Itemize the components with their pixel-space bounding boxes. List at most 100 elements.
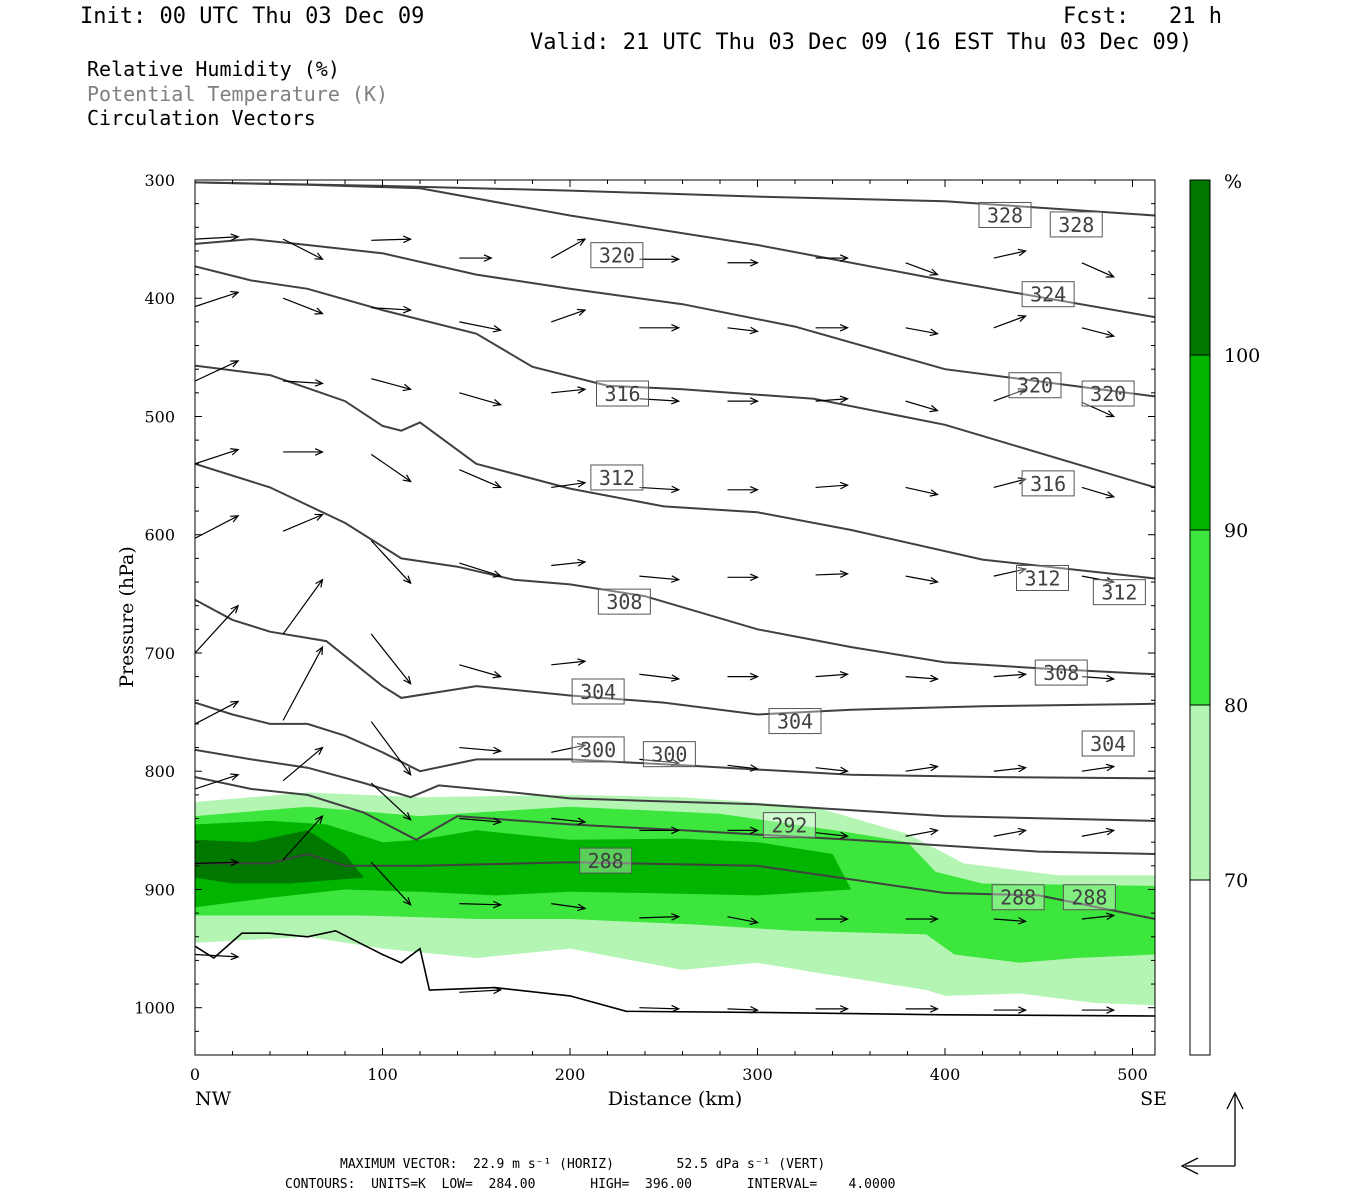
contour-label-box: [1049, 211, 1103, 238]
vector-head: [839, 395, 849, 404]
contour-label-text: 316: [604, 382, 640, 406]
vector-head: [492, 399, 503, 407]
vector-head: [671, 913, 681, 921]
wind-vector: [195, 700, 240, 725]
contour-label-box: [991, 884, 1045, 911]
rh-region: [195, 830, 364, 884]
vector-head: [839, 481, 849, 490]
vector-head: [230, 858, 240, 867]
vector-head: [314, 448, 324, 456]
contour-label-text: 288: [1071, 886, 1107, 910]
contour-label-box: [571, 678, 625, 705]
vector-shaft: [283, 380, 323, 384]
vector-head: [1017, 827, 1028, 836]
vector-shaft: [195, 953, 239, 958]
vector-head: [492, 481, 502, 489]
wind-vector: [815, 766, 849, 775]
vector-shaft: [459, 664, 501, 678]
vector-shaft: [727, 327, 758, 332]
vector-shaft: [459, 989, 501, 993]
vector-shaft: [815, 767, 848, 772]
contour-labels: 328 328 320 324 316 320 320 312 316 308 312 312 304 3…: [571, 201, 1146, 911]
wind-vector: [1081, 827, 1116, 837]
contour-label-text: 308: [1043, 661, 1079, 685]
vector-head: [492, 746, 503, 755]
contour-label-box: [1021, 470, 1075, 497]
wind-vector: [459, 746, 503, 755]
vector-head: [1105, 912, 1116, 921]
vector-shaft: [1081, 262, 1114, 278]
vector-head: [839, 766, 849, 775]
wind-vector: [282, 578, 324, 635]
wind-vector: [815, 323, 849, 332]
vector-head: [839, 831, 849, 840]
wind-vector: [639, 1004, 681, 1013]
contour-label-box: [1034, 659, 1088, 686]
wind-vector: [459, 562, 503, 578]
contour-label: 304: [768, 708, 822, 735]
contour-label: 320: [1008, 372, 1062, 399]
x-tick-label: 0: [190, 1065, 200, 1084]
vector-head: [1017, 248, 1028, 257]
vector-head: [929, 404, 939, 413]
theta-contour: [195, 238, 1155, 398]
vector-shaft: [282, 815, 323, 861]
vector-head: [1017, 388, 1028, 396]
theta-contour: [195, 462, 1155, 676]
y-tick-label: 900: [144, 880, 175, 899]
vector-head: [839, 254, 849, 262]
wind-vector: [370, 633, 412, 685]
contour-label-box: [579, 847, 633, 874]
vector-shaft: [1081, 575, 1114, 583]
x-tick-label: 500: [1117, 1065, 1148, 1084]
vector-shaft: [370, 540, 412, 584]
vector-shaft: [993, 388, 1026, 402]
wind-vector: [371, 235, 413, 244]
vector-shaft: [905, 327, 938, 335]
contour-label-text: 304: [1090, 732, 1126, 756]
vector-head: [577, 742, 587, 751]
vector-head: [402, 812, 412, 821]
vector-head: [577, 817, 587, 826]
wind-vector: [815, 570, 849, 578]
vector-shaft: [370, 721, 412, 776]
vector-shaft: [1081, 327, 1114, 337]
vector-shaft: [195, 236, 239, 240]
contour-label-box: [768, 708, 822, 735]
terrain-profile: [195, 929, 1155, 1017]
vector-head: [1105, 827, 1116, 836]
vector-shaft: [459, 903, 501, 906]
wind-vector: [551, 742, 587, 753]
wind-vector: [727, 397, 759, 405]
vector-head: [929, 1005, 939, 1013]
vector-shaft: [905, 676, 938, 680]
wind-vector: [639, 323, 681, 332]
vector-shaft: [551, 660, 586, 666]
contour-label-text: 312: [1101, 581, 1137, 605]
wind-vector: [283, 379, 324, 387]
vector-head: [1017, 477, 1028, 485]
vector-shaft: [371, 307, 411, 311]
vector-head: [929, 674, 939, 683]
contour-label-box: [596, 380, 649, 407]
vector-shaft: [459, 817, 501, 823]
vector-head: [230, 290, 240, 299]
y-tick-label: 1000: [134, 999, 175, 1018]
y-tick-label: 300: [144, 171, 175, 190]
wind-vector: [370, 453, 412, 483]
contour-label-text: 308: [606, 590, 642, 614]
contour-label-box: [597, 588, 651, 615]
forecast-hour: Fcst: 21 h: [1063, 4, 1222, 29]
wind-vector: [1081, 1006, 1116, 1014]
contour-label-box: [762, 812, 816, 839]
vector-head: [1105, 763, 1116, 772]
wind-vector: [195, 360, 240, 382]
vector-shaft: [459, 746, 501, 752]
vector-head: [577, 903, 587, 912]
vector-shaft: [551, 482, 586, 489]
wind-vector: [727, 1005, 759, 1014]
contour-label: 312: [1092, 579, 1146, 606]
contour-label-box: [1081, 730, 1135, 757]
vector-shaft: [905, 765, 938, 772]
vector-head: [230, 515, 240, 523]
